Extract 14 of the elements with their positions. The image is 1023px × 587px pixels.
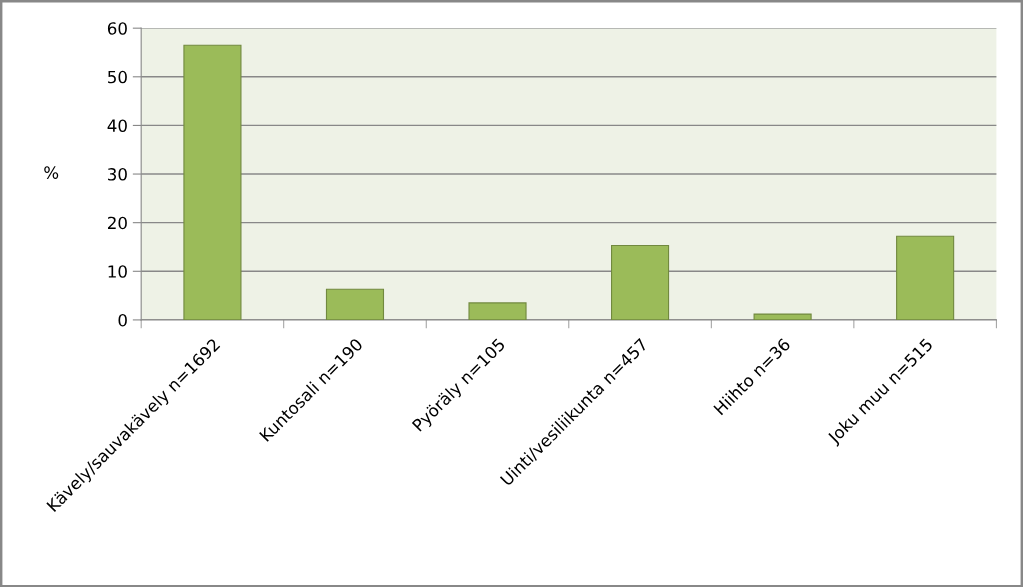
y-tick-label: 60 (107, 22, 127, 35)
y-axis-title: % (44, 166, 59, 179)
y-tick-label: 0 (118, 313, 127, 327)
bar (183, 44, 242, 320)
bar (325, 288, 385, 320)
bar (468, 302, 527, 320)
y-tick-label: 50 (108, 70, 127, 84)
bar (610, 244, 670, 320)
y-tick-label: 20 (107, 216, 127, 230)
y-tick-label: 40 (107, 119, 127, 132)
y-tick-label: 30 (108, 168, 127, 181)
bar (896, 235, 955, 320)
y-tick-label: 10 (108, 265, 127, 278)
bar (753, 313, 812, 320)
